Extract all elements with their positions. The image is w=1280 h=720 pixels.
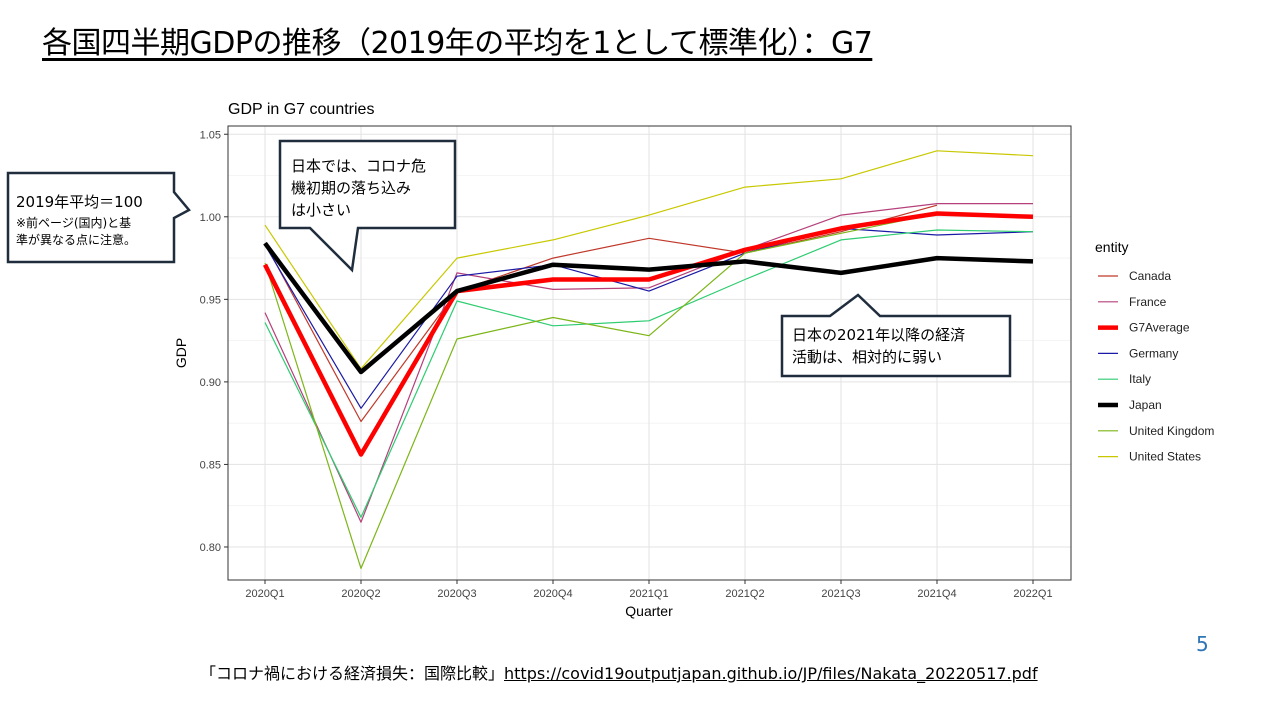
legend-label-france: France xyxy=(1129,295,1167,309)
callout-japan-late: 日本の2021年以降の経済 活動は、相対的に弱い xyxy=(780,293,1012,378)
callout-baseline-note-2: 準が異なる点に注意。 xyxy=(16,232,136,247)
legend-title: entity xyxy=(1095,239,1128,255)
callout-japan-late-line-2: 活動は、相対的に弱い xyxy=(792,348,942,366)
series-lines xyxy=(262,150,1034,569)
page-number: 5 xyxy=(1196,632,1209,656)
y-tick-label: 0.95 xyxy=(200,294,221,306)
legend-label-germany: Germany xyxy=(1129,346,1178,360)
legend-label-united-states: United States xyxy=(1129,450,1201,464)
callout-baseline-title: 2019年平均＝100 xyxy=(16,193,143,211)
x-tick-label: 2021Q2 xyxy=(725,588,764,600)
legend-label-united-kingdom: United Kingdom xyxy=(1129,424,1214,438)
x-tick-label: 2020Q4 xyxy=(533,588,572,600)
x-axis-label: Quarter xyxy=(625,603,673,619)
x-tick-label: 2021Q4 xyxy=(917,588,956,600)
callout-japan-late-line-1: 日本の2021年以降の経済 xyxy=(792,326,965,344)
legend-label-italy: Italy xyxy=(1129,372,1151,386)
footer-source: 「コロナ禍における経済損失：国際比較」https://covid19output… xyxy=(200,660,1038,684)
x-axis-ticks: 2020Q1 2020Q2 2020Q3 2020Q4 2021Q1 2021Q2 2021… xyxy=(245,580,1053,600)
callout-japan-early-line-3: は小さい xyxy=(291,201,351,219)
series-line-italy xyxy=(264,229,1034,518)
y-tick-label: 0.85 xyxy=(200,459,221,471)
series-line-france xyxy=(264,203,1033,523)
series-line-g7average xyxy=(262,211,1034,457)
y-axis-ticks: 0.80 0.85 0.90 0.95 1.00 1.05 xyxy=(200,129,228,554)
x-tick-label: 2020Q3 xyxy=(437,588,476,600)
y-tick-label: 0.90 xyxy=(200,377,221,389)
series-line-united-states xyxy=(264,150,1034,370)
callout-japan-early: 日本では、コロナ危 機初期の落ち込み は小さい xyxy=(278,139,457,273)
x-tick-label: 2020Q2 xyxy=(341,588,380,600)
callout-baseline-note-1: ※前ページ(国内)と基 xyxy=(16,215,131,230)
legend: Canada France G7Average Germany Italy Japan Un… xyxy=(1098,269,1214,464)
x-tick-label: 2020Q1 xyxy=(245,588,284,600)
legend-label-canada: Canada xyxy=(1129,269,1171,283)
y-axis-label: GDP xyxy=(173,338,189,368)
legend-label-japan: Japan xyxy=(1129,398,1162,412)
legend-label-g7average: G7Average xyxy=(1129,321,1190,335)
y-tick-label: 0.80 xyxy=(200,542,221,554)
callout-japan-early-line-2: 機初期の落ち込み xyxy=(291,179,411,197)
y-tick-label: 1.05 xyxy=(200,129,221,141)
x-tick-label: 2021Q1 xyxy=(629,588,668,600)
chart-title: GDP in G7 countries xyxy=(228,101,374,118)
series-line-united-kingdom xyxy=(264,212,938,569)
x-tick-label: 2022Q1 xyxy=(1013,588,1052,600)
callout-baseline: 2019年平均＝100 ※前ページ(国内)と基 準が異なる点に注意。 xyxy=(6,171,191,264)
footer-source-link[interactable]: https://covid19outputjapan.github.io/JP/… xyxy=(504,664,1038,683)
y-tick-label: 1.00 xyxy=(200,212,221,224)
slide-title: 各国四半期GDPの推移（2019年の平均を1として標準化）：G7 xyxy=(42,26,873,61)
x-tick-label: 2021Q3 xyxy=(821,588,860,600)
series-line-canada xyxy=(264,204,938,423)
callout-japan-early-line-1: 日本では、コロナ危 xyxy=(291,157,426,175)
series-line-japan xyxy=(263,241,1034,375)
footer-source-text: 「コロナ禍における経済損失：国際比較」 xyxy=(200,664,505,683)
